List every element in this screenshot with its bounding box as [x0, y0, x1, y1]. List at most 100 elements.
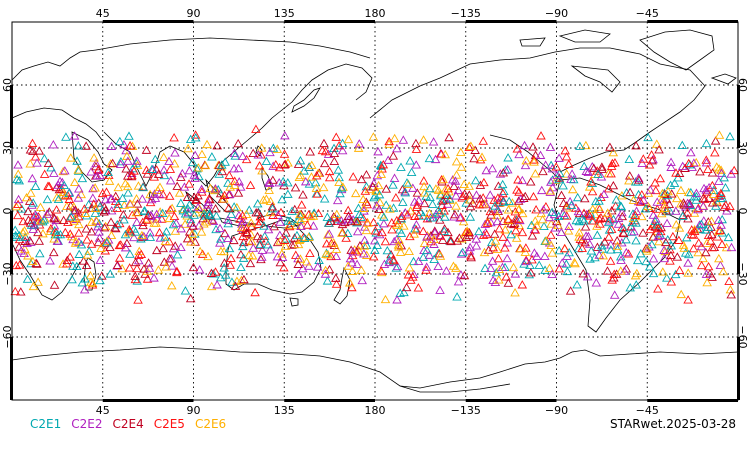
observation-marker — [693, 238, 704, 247]
observation-marker — [132, 199, 143, 208]
observation-marker — [426, 236, 436, 246]
observation-marker — [65, 252, 75, 261]
observation-marker — [525, 177, 536, 186]
observation-marker — [198, 213, 208, 223]
observation-marker — [546, 177, 556, 186]
observation-marker — [621, 264, 632, 273]
observation-marker — [223, 233, 233, 243]
observation-marker — [13, 194, 24, 204]
observation-marker — [396, 162, 406, 171]
observation-marker — [455, 213, 465, 222]
observation-marker — [244, 205, 255, 214]
observation-marker — [471, 190, 482, 199]
observation-marker — [673, 173, 683, 182]
observation-marker — [496, 193, 506, 202]
observation-marker — [384, 255, 395, 264]
observation-marker — [190, 173, 200, 182]
observation-marker — [501, 272, 512, 281]
observation-marker — [194, 265, 205, 274]
observation-marker — [16, 246, 26, 255]
observation-marker — [625, 187, 635, 196]
observation-marker — [517, 227, 528, 237]
observation-marker — [35, 202, 46, 211]
observation-marker — [264, 178, 275, 187]
observation-marker — [609, 290, 620, 299]
observation-marker — [371, 201, 382, 210]
observation-marker — [300, 176, 311, 186]
observation-marker — [530, 169, 541, 178]
observation-marker — [116, 240, 126, 249]
observation-marker — [643, 132, 653, 142]
observation-marker — [412, 202, 422, 211]
observation-marker — [95, 275, 105, 285]
observation-marker — [469, 153, 479, 163]
observation-marker — [268, 175, 278, 184]
observation-marker — [230, 151, 240, 160]
observation-marker — [212, 280, 222, 289]
observation-marker — [631, 236, 641, 245]
observation-marker — [503, 205, 514, 214]
observation-marker — [73, 193, 84, 202]
observation-marker — [257, 165, 267, 175]
observation-marker — [644, 242, 654, 251]
observation-marker — [133, 181, 144, 190]
observation-marker — [277, 194, 287, 204]
observation-marker — [120, 242, 131, 252]
observation-marker — [229, 202, 239, 211]
observation-marker — [392, 295, 402, 304]
observation-marker — [521, 155, 532, 165]
observation-marker — [351, 216, 362, 225]
observation-marker — [272, 237, 283, 247]
observation-marker — [131, 207, 142, 217]
observation-marker — [79, 204, 90, 213]
observation-marker — [475, 180, 486, 189]
observation-marker — [35, 216, 46, 225]
observation-marker — [164, 191, 175, 200]
observation-marker — [584, 211, 595, 220]
observation-marker — [157, 208, 168, 217]
observation-marker — [587, 204, 598, 213]
observation-marker — [67, 274, 77, 284]
observation-marker — [253, 219, 264, 228]
x-tick-label: 180 — [365, 404, 386, 417]
observation-marker — [717, 193, 728, 203]
observation-marker — [586, 177, 596, 186]
observation-marker — [102, 236, 112, 245]
observation-marker — [361, 250, 372, 259]
observation-marker — [373, 180, 384, 190]
observation-marker — [482, 218, 493, 227]
observation-marker — [361, 240, 372, 249]
observation-marker — [110, 191, 121, 200]
observation-marker — [180, 209, 191, 218]
observation-marker — [165, 205, 175, 214]
observation-marker — [650, 216, 660, 225]
observation-marker — [25, 159, 35, 168]
observation-marker — [113, 199, 124, 208]
observation-marker — [715, 225, 725, 235]
observation-marker — [465, 212, 476, 221]
observation-marker — [393, 240, 404, 249]
observation-marker — [295, 170, 306, 180]
observation-marker — [257, 252, 267, 261]
observation-marker — [293, 239, 304, 249]
observation-marker — [461, 232, 472, 242]
observation-marker — [494, 264, 505, 274]
observation-marker — [237, 211, 248, 220]
observation-marker — [395, 288, 405, 297]
observation-marker — [13, 210, 23, 220]
observation-marker — [137, 230, 147, 240]
observation-marker — [226, 209, 236, 218]
observation-marker — [713, 226, 724, 235]
observation-marker — [284, 221, 295, 231]
observation-marker — [30, 210, 41, 219]
observation-marker — [618, 223, 629, 233]
observation-marker — [656, 222, 666, 232]
observation-marker — [396, 240, 407, 250]
observation-marker — [678, 240, 689, 249]
observation-marker — [607, 206, 617, 215]
observation-marker — [158, 243, 168, 253]
observation-marker — [594, 214, 605, 223]
observation-marker — [691, 157, 701, 167]
observation-marker — [436, 149, 446, 158]
observation-marker — [302, 220, 313, 229]
